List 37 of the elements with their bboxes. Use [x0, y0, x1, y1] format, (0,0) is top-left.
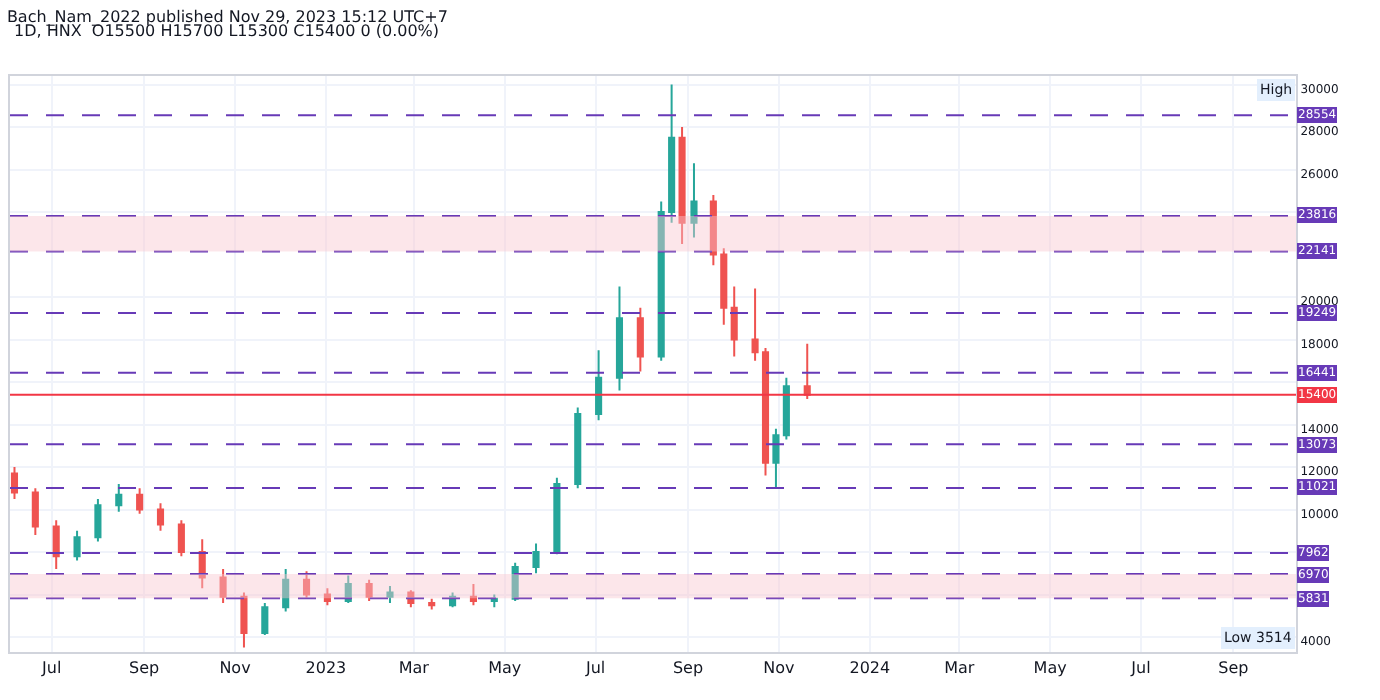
- candlestick: [136, 487, 144, 515]
- candlestick: [177, 519, 185, 558]
- x-tick-label: 2023: [305, 659, 347, 678]
- candlestick: [615, 285, 624, 392]
- x-tick-label: Mar: [398, 659, 431, 678]
- candlestick: [52, 519, 60, 571]
- x-tick-label: Jul: [40, 659, 62, 678]
- candlestick: [115, 483, 123, 513]
- x-tick-label: Nov: [219, 659, 252, 678]
- candlestick: [511, 561, 519, 602]
- x-tick-label: Sep: [672, 659, 704, 678]
- x-tick-label: May: [1033, 659, 1068, 678]
- candlestick: [282, 568, 290, 613]
- x-tick-label: 2024: [849, 659, 891, 678]
- x-tick-label: Jul: [583, 659, 606, 678]
- candlestick: [10, 466, 19, 500]
- candlestick: [428, 597, 436, 611]
- candlestick: [156, 502, 165, 532]
- x-tick-label: Sep: [129, 659, 160, 678]
- candlestick: [31, 487, 39, 537]
- candlestick: [574, 406, 582, 490]
- candlestick: [94, 497, 102, 543]
- candlestick: [532, 542, 540, 575]
- chart-subtitle: 1D, HNX O15500 H15700 L15300 C15400 0 (0.00%): [14, 22, 440, 40]
- candlestick: [636, 306, 644, 373]
- x-tick-label: Sep: [1218, 659, 1249, 678]
- x-tick-label: Jul: [1129, 659, 1151, 678]
- candlestick: [730, 285, 738, 358]
- x-tick-label: Nov: [763, 659, 796, 678]
- chart-title: Bach_Nam_2022 published Nov 29, 2023 15:12 UTC+7: [6, 7, 448, 26]
- candlestick: [73, 529, 81, 562]
- candlestick: [595, 349, 603, 422]
- candlestick: [261, 602, 269, 636]
- x-tick-label: May: [488, 659, 522, 678]
- candlestick: [553, 476, 561, 556]
- candlestick: [803, 342, 811, 401]
- x-tick-label: Mar: [944, 659, 976, 678]
